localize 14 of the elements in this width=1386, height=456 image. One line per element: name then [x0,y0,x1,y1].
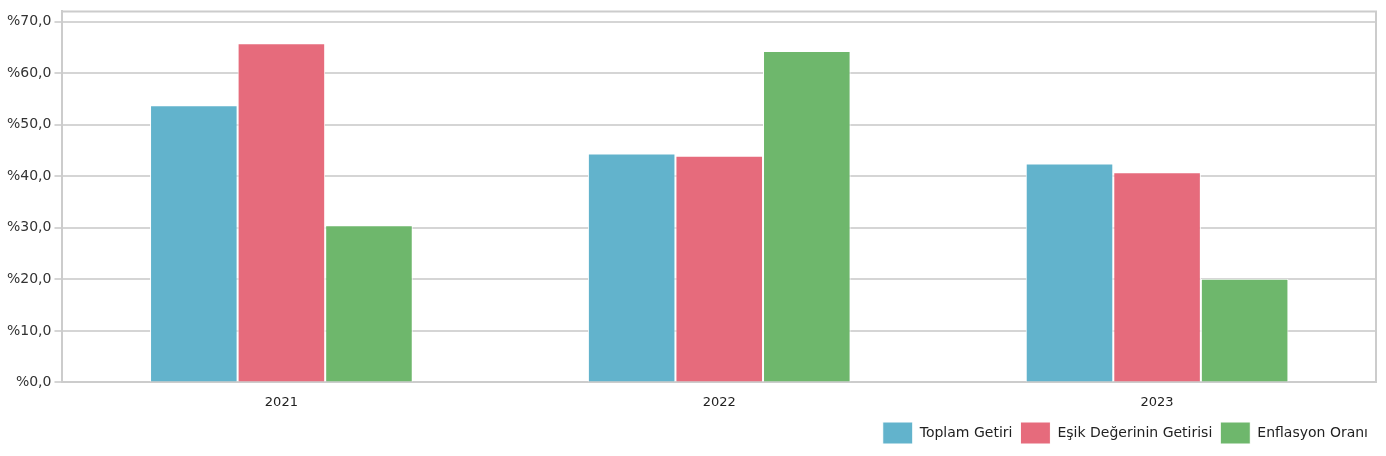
x-tick-label: 2023 [1140,393,1174,409]
y-tick-label: %30,0 [6,218,52,235]
legend-label: Toplam Getiri [918,423,1013,440]
legend-label: Eşik Değerinin Getirisi [1057,423,1213,440]
y-tick-label: %60,0 [6,63,52,80]
y-tick-label: %40,0 [6,166,52,183]
y-tick-label: %70,0 [6,12,52,29]
x-tick-label: 2021 [264,393,298,409]
x-tick-label: 2022 [702,393,736,409]
y-tick-label: %10,0 [6,321,52,338]
legend-label: Enflasyon Oranı [1257,423,1368,440]
y-tick-label: %50,0 [6,115,52,132]
y-tick-label: %0,0 [15,373,52,390]
y-tick-label: %20,0 [6,269,52,286]
